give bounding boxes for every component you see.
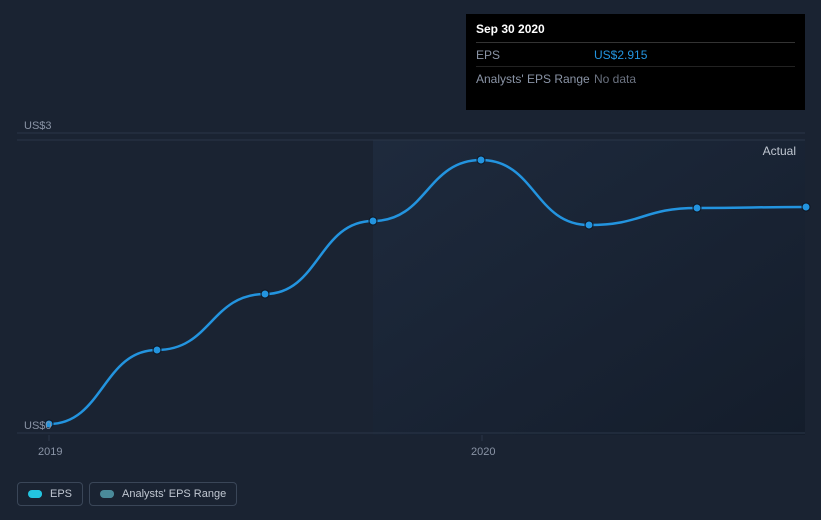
actual-label: Actual	[763, 144, 796, 158]
legend-label-range: Analysts' EPS Range	[122, 488, 226, 500]
legend-label-eps: EPS	[50, 488, 72, 500]
x-tick-label-2020: 2020	[471, 446, 495, 458]
tooltip-row-eps: EPS US$2.915	[476, 43, 795, 67]
tooltip-row-range: Analysts' EPS Range No data	[476, 67, 795, 90]
legend-item-eps[interactable]: EPS	[17, 482, 83, 506]
tooltip-date: Sep 30 2020	[476, 22, 795, 43]
tooltip-value-eps: US$2.915	[594, 48, 647, 62]
tooltip-label-range: Analysts' EPS Range	[476, 72, 594, 86]
legend-item-range[interactable]: Analysts' EPS Range	[89, 482, 237, 506]
legend-marker-range	[100, 490, 114, 498]
chart-tooltip: Sep 30 2020 EPS US$2.915 Analysts' EPS R…	[466, 14, 805, 110]
chart-legend: EPS Analysts' EPS Range	[17, 482, 237, 506]
x-tick-label-2019: 2019	[38, 446, 62, 458]
y-tick-label-bottom: US$0	[24, 420, 52, 432]
tooltip-value-range: No data	[594, 72, 636, 86]
legend-marker-eps	[28, 490, 42, 498]
y-tick-label-top: US$3	[24, 120, 52, 132]
tooltip-label-eps: EPS	[476, 48, 594, 62]
